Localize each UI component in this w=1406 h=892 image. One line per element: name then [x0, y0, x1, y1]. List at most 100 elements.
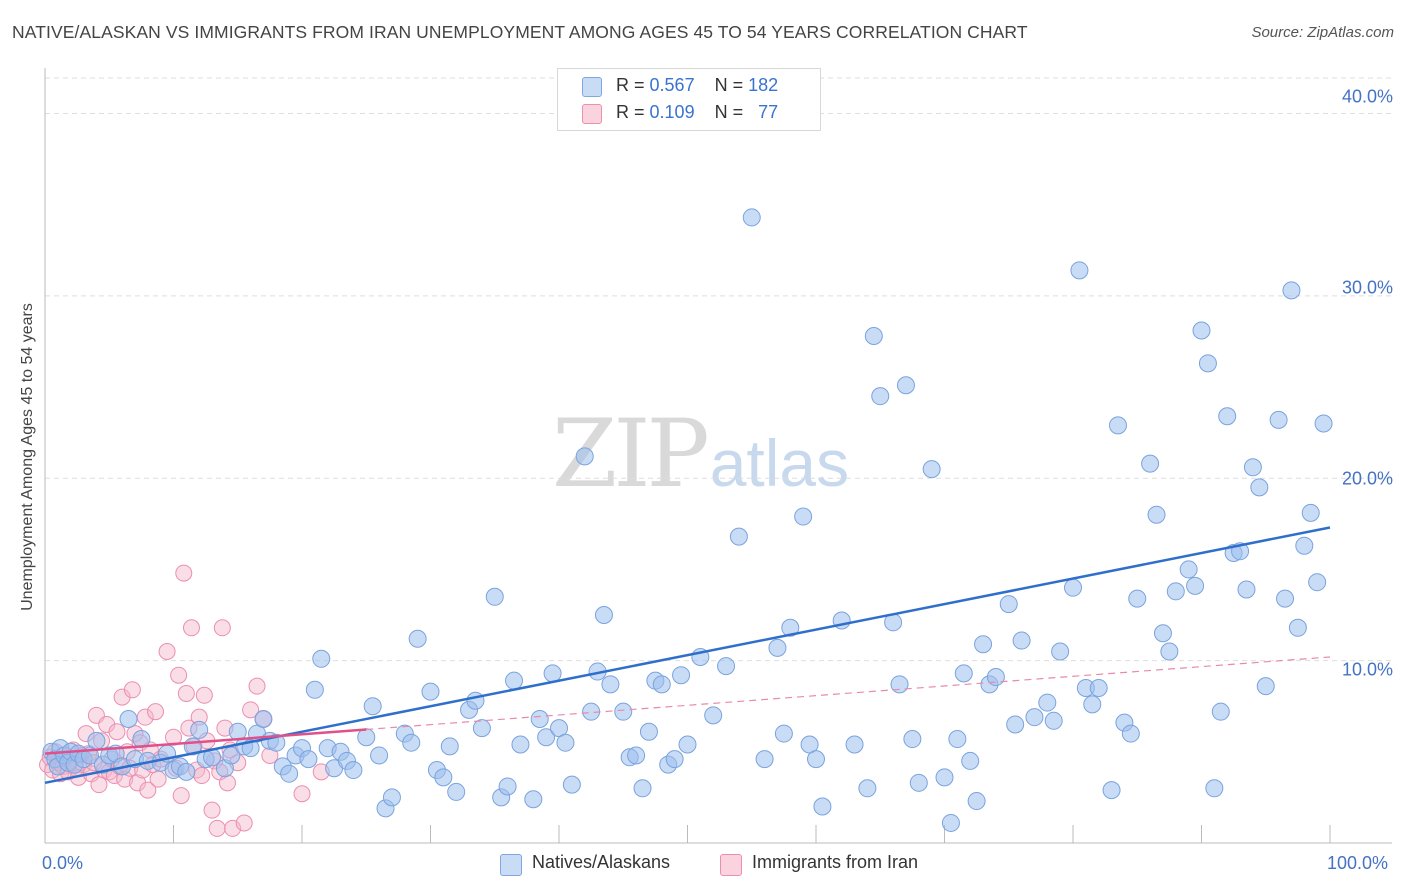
data-point-natives	[1083, 695, 1102, 714]
data-point-iran	[158, 643, 176, 660]
data-point-natives	[1295, 536, 1314, 555]
data-point-iran	[108, 723, 126, 741]
data-point-natives	[633, 779, 652, 798]
data-point-natives	[903, 730, 922, 749]
source-label: Source: ZipAtlas.com	[1251, 24, 1394, 41]
data-point-natives	[190, 720, 209, 739]
data-point-iran	[208, 819, 226, 837]
data-point-natives	[1288, 618, 1307, 637]
legend-swatch-natives	[582, 77, 602, 97]
data-point-iran	[170, 666, 188, 684]
data-point-iran	[147, 703, 165, 721]
data-point-natives	[382, 788, 401, 807]
legend-stats: R = 0.567 N = 182	[616, 75, 778, 96]
data-point-natives	[1051, 642, 1070, 661]
data-point-natives	[447, 782, 466, 801]
data-point-natives	[1243, 458, 1262, 477]
r-value: 0.109	[649, 102, 695, 122]
data-point-natives	[575, 447, 594, 466]
data-point-natives	[1166, 582, 1185, 601]
data-point-natives	[896, 376, 915, 395]
y-tick-label: 40.0%	[1341, 86, 1393, 107]
data-point-natives	[1038, 693, 1057, 712]
data-point-natives	[466, 691, 485, 710]
data-point-natives	[363, 697, 382, 716]
data-point-natives	[909, 773, 928, 792]
data-point-natives	[434, 768, 453, 787]
data-point-iran	[203, 801, 221, 819]
data-point-natives	[1128, 589, 1147, 608]
y-tick-label: 20.0%	[1341, 468, 1393, 489]
n-value: 77	[758, 102, 779, 122]
legend-label-iran: Immigrants from Iran	[752, 852, 919, 872]
data-point-natives	[639, 722, 658, 741]
data-point-iran	[242, 701, 260, 719]
correlation-legend: R = 0.567 N = 182 R = 0.109 N = 77	[557, 68, 821, 131]
data-point-natives	[498, 777, 517, 796]
legend-swatch-iran	[720, 854, 742, 876]
data-point-natives	[1070, 261, 1089, 280]
data-point-natives	[562, 775, 581, 794]
legend-swatch-iran	[582, 104, 602, 124]
data-point-natives	[1147, 505, 1166, 524]
data-point-natives	[678, 735, 697, 754]
data-point-natives	[1179, 560, 1198, 579]
trend-line-natives	[44, 526, 1331, 785]
data-point-natives	[871, 387, 890, 406]
data-point-iran	[177, 684, 195, 702]
y-tick-label: 10.0%	[1341, 659, 1393, 680]
data-point-natives	[1006, 715, 1025, 734]
legend-stats: R = 0.109 N = 77	[616, 102, 778, 123]
data-point-natives	[511, 735, 530, 754]
data-point-natives	[1250, 478, 1269, 497]
data-point-natives	[794, 507, 813, 526]
data-point-iran	[90, 776, 108, 794]
data-point-natives	[1141, 454, 1160, 473]
data-point-natives	[524, 790, 543, 809]
data-point-natives	[845, 735, 864, 754]
data-point-natives	[1308, 573, 1327, 592]
data-point-natives	[601, 675, 620, 694]
data-point-natives	[614, 702, 633, 721]
data-point-natives	[421, 682, 440, 701]
data-point-natives	[774, 724, 793, 743]
data-point-natives	[530, 709, 549, 728]
data-point-natives	[472, 719, 491, 738]
legend-label-natives: Natives/Alaskans	[532, 852, 671, 872]
data-point-natives	[305, 680, 324, 699]
data-point-natives	[1025, 708, 1044, 727]
data-point-natives	[1121, 724, 1140, 743]
data-point-natives	[537, 728, 556, 747]
data-point-natives	[922, 460, 941, 479]
data-point-iran	[139, 781, 157, 799]
data-point-natives	[948, 730, 967, 749]
data-point-natives	[177, 762, 196, 781]
data-point-iran	[149, 770, 167, 788]
data-point-natives	[1256, 677, 1275, 696]
data-point-natives	[408, 629, 427, 648]
data-point-natives	[312, 649, 331, 668]
n-label: N =	[714, 102, 744, 122]
data-point-natives	[999, 595, 1018, 614]
data-point-natives	[954, 664, 973, 683]
legend-row-iran: R = 0.109 N = 77	[582, 102, 802, 126]
y-axis-label: Unemployment Among Ages 45 to 54 years	[19, 303, 36, 611]
data-point-natives	[1218, 407, 1237, 426]
data-point-natives	[1153, 624, 1172, 643]
data-point-natives	[1198, 354, 1217, 373]
data-point-iran	[218, 774, 236, 792]
data-point-natives	[665, 750, 684, 769]
data-point-natives	[961, 751, 980, 770]
data-point-natives	[986, 668, 1005, 687]
data-point-natives	[1269, 410, 1288, 429]
data-point-natives	[1186, 576, 1205, 595]
data-point-natives	[440, 737, 459, 756]
data-point-natives	[370, 746, 389, 765]
data-point-natives	[935, 768, 954, 787]
data-point-natives	[299, 750, 318, 769]
data-point-natives	[402, 733, 421, 752]
data-point-natives	[1012, 631, 1031, 650]
data-point-iran	[293, 785, 311, 803]
trend-lines	[44, 526, 1331, 785]
data-point-natives	[344, 761, 363, 780]
